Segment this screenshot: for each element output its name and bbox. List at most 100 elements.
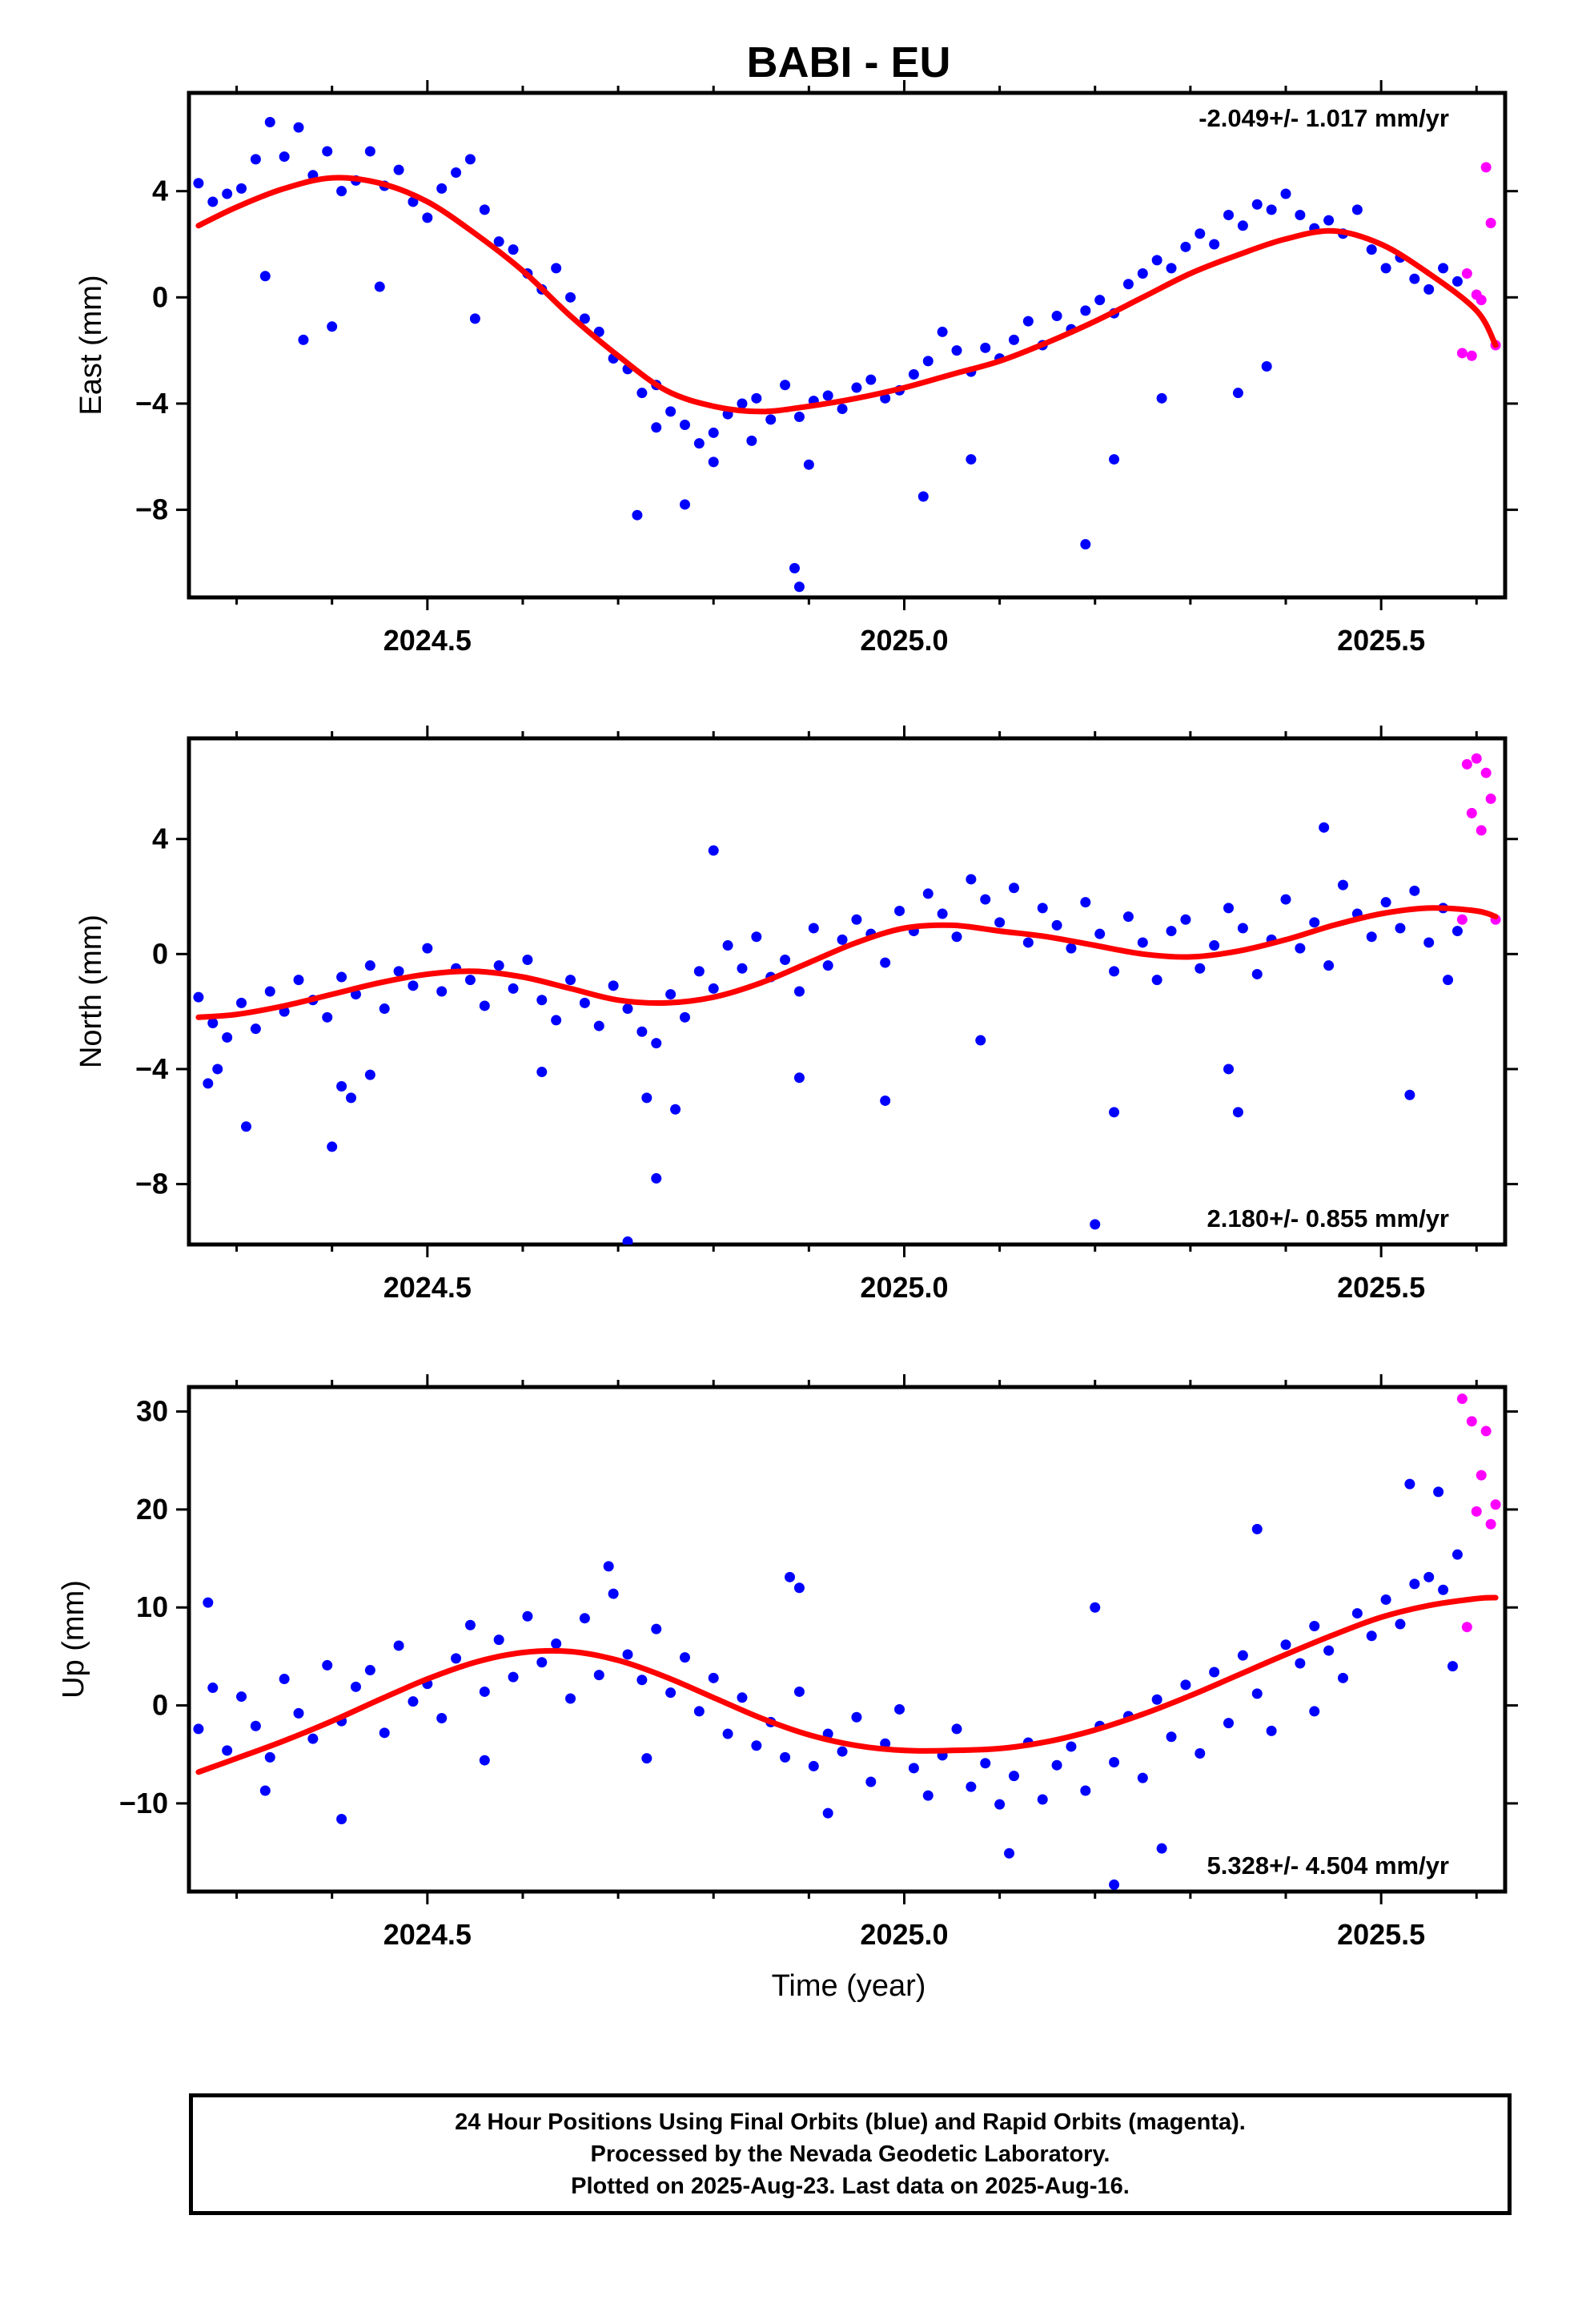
final-orbit-point (408, 980, 419, 991)
y-tick-label: −4 (135, 387, 168, 420)
final-orbit-point (279, 1674, 290, 1685)
final-orbit-point (436, 1712, 448, 1723)
final-orbit-point (593, 1020, 604, 1031)
final-orbit-point (551, 263, 562, 274)
final-orbit-point (622, 1003, 633, 1015)
final-orbit-point (1109, 1757, 1120, 1768)
final-orbit-point (479, 1686, 490, 1697)
final-orbit-point (1195, 963, 1206, 974)
final-orbit-point (765, 414, 777, 425)
final-orbit-point (980, 342, 991, 353)
x-tick-label: 2025.0 (860, 624, 948, 657)
rapid-orbit-point (1456, 348, 1468, 359)
final-orbit-point (908, 368, 919, 380)
final-orbit-point (1323, 215, 1335, 226)
final-orbit-point (708, 1672, 719, 1683)
final-orbit-point (880, 957, 891, 968)
final-orbit-point (579, 997, 590, 1008)
final-orbit-point (670, 1104, 681, 1115)
final-orbit-point (636, 1675, 648, 1686)
final-orbit-point (374, 281, 385, 292)
final-orbit-point (593, 326, 604, 337)
final-orbit-point (894, 905, 905, 916)
caption-box: 24 Hour Positions Using Final Orbits (bl… (189, 2093, 1512, 2215)
final-orbit-point (966, 874, 977, 885)
final-orbit-point (937, 908, 948, 919)
final-orbit-point (1261, 361, 1272, 372)
final-orbit-point (393, 966, 404, 977)
final-orbit-point (236, 183, 247, 194)
final-orbit-point (1156, 392, 1167, 404)
final-orbit-point (1251, 1688, 1263, 1699)
y-tick-label: 0 (152, 937, 168, 970)
final-orbit-point (551, 1015, 562, 1026)
final-orbit-point (1080, 539, 1091, 550)
final-orbit-point (722, 940, 733, 951)
final-orbit-point (937, 326, 948, 337)
final-orbit-point (464, 975, 476, 986)
final-orbit-point (240, 1121, 251, 1132)
final-orbit-point (1156, 1843, 1167, 1854)
final-orbit-point (1066, 943, 1077, 954)
plot-frame (187, 1385, 1508, 1894)
caption-line-final-rapid: 24 Hour Positions Using Final Orbits (bl… (455, 2109, 1246, 2135)
final-orbit-point (1319, 822, 1330, 833)
final-orbit-point (322, 146, 333, 157)
final-orbit-point (793, 1582, 805, 1594)
final-orbit-point (1237, 1650, 1248, 1661)
final-orbit-point (379, 1003, 390, 1015)
final-orbit-point (1166, 926, 1177, 937)
final-orbit-point (422, 212, 433, 223)
final-orbit-point (1051, 311, 1062, 322)
final-orbit-point (222, 1745, 233, 1756)
final-orbit-point (393, 1640, 404, 1651)
final-orbit-point (327, 321, 338, 332)
final-orbit-point (1008, 883, 1019, 894)
final-orbit-point (508, 983, 519, 994)
final-orbit-point (193, 991, 204, 1003)
final-orbit-point (636, 388, 648, 399)
x-tick-label: 2024.5 (383, 1271, 472, 1304)
final-orbit-point (1137, 267, 1148, 279)
rapid-orbit-point (1485, 217, 1496, 228)
final-orbit-point (264, 116, 275, 127)
final-orbit-point (322, 1659, 333, 1671)
final-orbit-point (293, 122, 304, 133)
final-orbit-point (1180, 241, 1191, 252)
final-orbit-point (1008, 1771, 1019, 1782)
final-orbit-point (1109, 966, 1120, 977)
final-orbit-point (193, 1723, 204, 1735)
final-orbit-point (908, 1763, 919, 1774)
rapid-orbit-point (1490, 1499, 1501, 1510)
final-orbit-point (207, 1018, 219, 1028)
final-orbit-point (641, 1753, 652, 1764)
final-orbit-point (579, 313, 590, 324)
x-tick-label: 2025.5 (1337, 624, 1425, 657)
final-orbit-point (408, 196, 419, 207)
final-orbit-point (451, 167, 462, 178)
final-orbit-point (364, 960, 375, 971)
final-orbit-point (636, 1026, 648, 1037)
final-orbit-point (622, 1649, 633, 1660)
final-orbit-point (422, 943, 433, 954)
final-orbit-point (793, 412, 805, 423)
final-orbit-point (793, 986, 805, 997)
final-orbit-point (493, 960, 504, 971)
final-orbit-point (865, 374, 877, 385)
final-orbit-point (651, 1172, 662, 1184)
rapid-orbit-point (1466, 807, 1477, 818)
final-orbit-point (250, 154, 261, 165)
final-orbit-point (793, 1686, 805, 1697)
fit-curve (195, 175, 1499, 415)
rate-annotation: 5.328+/- 4.504 mm/yr (1207, 1852, 1449, 1880)
rapid-orbit-point (1485, 1518, 1496, 1530)
final-orbit-point (1337, 879, 1348, 891)
final-orbit-point (1232, 388, 1243, 399)
y-tick-label: −8 (135, 493, 168, 526)
final-orbit-point (822, 390, 833, 401)
final-orbit-point (464, 1619, 476, 1630)
final-orbit-point (1209, 239, 1220, 250)
final-orbit-point (665, 406, 677, 417)
final-orbit-point (1409, 885, 1420, 896)
final-orbit-point (1452, 275, 1463, 287)
